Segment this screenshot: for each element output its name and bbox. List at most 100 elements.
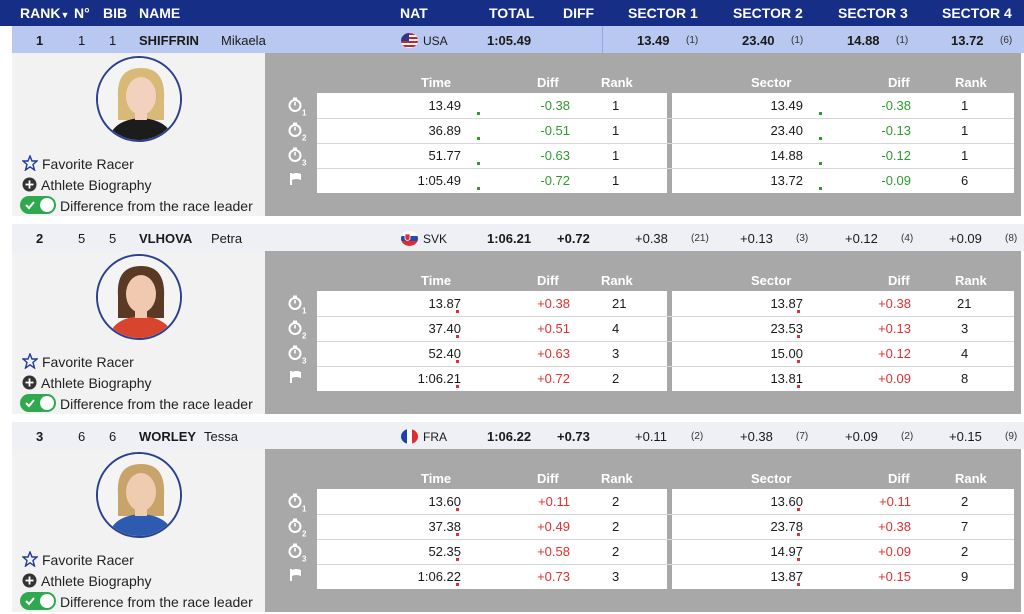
athlete-biography-link[interactable]: Athlete Biography	[22, 177, 152, 195]
check-icon	[25, 597, 35, 606]
racer-total: 1:06.22	[487, 429, 532, 444]
sector-time: 14.97	[770, 544, 803, 559]
sector-4-value: +0.15	[949, 429, 982, 444]
split-diff: +0.73	[537, 569, 570, 584]
timer-split3-icon: 3	[288, 147, 306, 168]
fra-flag-icon	[401, 429, 418, 444]
sector-1-rank: (21)	[691, 233, 709, 244]
racer-firstname: Mikaela	[221, 33, 266, 48]
timer-split3-icon: 3	[288, 345, 306, 366]
sector-time: 13.87	[770, 296, 803, 311]
th-sector-rank: Rank	[955, 273, 987, 288]
sort-down-icon: ▼	[60, 10, 70, 20]
th-sector-diff: Diff	[888, 75, 910, 90]
star-outline-icon	[21, 352, 39, 372]
racer-row[interactable]: 3 6 6 WORLEY Tessa FRA 1:06.22 +0.73 +0.11 (2) +0.…	[12, 422, 1024, 449]
difference-toggle-label: Difference from the race leader	[60, 198, 253, 214]
racer-avatar	[96, 452, 182, 538]
col-rank-sort[interactable]: RANK▼	[20, 5, 69, 21]
split-time: 52.40	[428, 346, 461, 361]
col-sector4[interactable]: SECTOR 4	[942, 5, 1012, 21]
row-separator	[317, 168, 1014, 169]
col-name[interactable]: NAME	[139, 5, 181, 21]
sector-time: 13.81	[770, 371, 803, 386]
split-time: 1:05.49	[417, 173, 461, 188]
racer-row[interactable]: 1 1 1 SHIFFRIN Mikaela USA 1:05.49 13.49 (1) 23.4…	[12, 26, 1024, 53]
th-sector-diff: Diff	[888, 471, 910, 486]
diff-indicator	[456, 335, 459, 338]
sector-2-value: 23.40	[742, 33, 775, 48]
split-rank: 3	[612, 569, 620, 584]
split-time: 37.40	[428, 321, 461, 336]
sector-diff-indicator	[819, 187, 822, 190]
split-diff: +0.49	[537, 519, 570, 534]
timer-split2-icon: 2	[288, 320, 306, 341]
split-time: 13.49	[428, 98, 461, 113]
split-times-panel: Time Diff Rank Sector Diff Rank 1 13.87 +0.38 21 1…	[265, 251, 1021, 414]
difference-toggle[interactable]	[20, 196, 56, 214]
athlete-biography-label: Athlete Biography	[41, 573, 152, 589]
row-separator	[317, 341, 1014, 342]
athlete-biography-link[interactable]: Athlete Biography	[22, 573, 152, 591]
difference-toggle-label: Difference from the race leader	[60, 396, 253, 412]
th-diff: Diff	[537, 75, 559, 90]
racer-firstname: Tessa	[204, 429, 238, 444]
racer-row[interactable]: 2 5 5 VLHOVA Petra SVK 1:06.21 +0.72 +0.38 (21) +0…	[12, 224, 1024, 251]
racer-info-panel: Favorite Racer Athlete Biography Differen…	[12, 251, 265, 414]
split-rank: 4	[612, 321, 620, 336]
col-sector2[interactable]: SECTOR 2	[733, 5, 803, 21]
favorite-racer-link[interactable]: Favorite Racer	[21, 154, 134, 174]
racer-no: 6	[78, 429, 86, 444]
split-diff: +0.58	[537, 544, 570, 559]
usa-flag-icon	[401, 33, 418, 48]
th-sector-diff: Diff	[888, 273, 910, 288]
favorite-racer-link[interactable]: Favorite Racer	[21, 352, 134, 372]
check-icon	[25, 399, 35, 408]
athlete-biography-label: Athlete Biography	[41, 375, 152, 391]
favorite-racer-link[interactable]: Favorite Racer	[21, 550, 134, 570]
sector-1-value: 13.49	[637, 33, 670, 48]
split-diff: +0.51	[537, 321, 570, 336]
athlete-biography-link[interactable]: Athlete Biography	[22, 375, 152, 393]
diff-indicator	[456, 508, 459, 511]
athlete-biography-label: Athlete Biography	[41, 177, 152, 193]
col-total[interactable]: TOTAL	[489, 5, 535, 21]
split-times-panel: Time Diff Rank Sector Diff Rank 1 13.49 -0.38 1 13…	[265, 53, 1021, 216]
col-no[interactable]: N°	[74, 5, 90, 21]
sector-3-rank: (4)	[901, 233, 914, 244]
favorite-racer-label: Favorite Racer	[42, 354, 134, 370]
check-icon	[25, 201, 35, 210]
racer-avatar	[96, 254, 182, 340]
col-bib[interactable]: BIB	[103, 5, 128, 21]
sector-time: 13.60	[770, 494, 803, 509]
th-rank: Rank	[601, 75, 633, 90]
col-nat[interactable]: NAT	[400, 5, 428, 21]
racer-diff: +0.73	[557, 429, 590, 444]
difference-toggle[interactable]	[20, 394, 56, 412]
split-rank: 1	[612, 123, 620, 138]
sector-3-rank: (2)	[901, 431, 914, 442]
split-rank: 1	[612, 148, 620, 163]
sector-diff: +0.09	[878, 371, 911, 386]
timer-split1-icon: 1	[288, 295, 306, 316]
col-diff[interactable]: DIFF	[563, 5, 595, 21]
col-sector1[interactable]: SECTOR 1	[628, 5, 698, 21]
split-time: 1:06.22	[417, 569, 461, 584]
timer-split1-icon: 1	[288, 493, 306, 514]
sector-rank: 7	[961, 519, 969, 534]
split-rank: 2	[612, 519, 620, 534]
results-header: RANK▼ N° BIB NAME NAT TOTAL DIFF SECTOR …	[0, 0, 1024, 26]
difference-toggle-label: Difference from the race leader	[60, 594, 253, 610]
sector-1-rank: (2)	[691, 431, 704, 442]
sector-rank: 1	[961, 123, 969, 138]
split-diff: +0.11	[538, 494, 570, 509]
th-sector: Sector	[751, 75, 792, 90]
racer-surname: VLHOVA	[139, 231, 193, 246]
racer-total: 1:05.49	[487, 33, 532, 48]
difference-toggle[interactable]	[20, 592, 56, 610]
sector-2-rank: (3)	[796, 233, 809, 244]
diff-indicator	[477, 187, 480, 190]
col-sector3[interactable]: SECTOR 3	[838, 5, 908, 21]
sector-time: 23.53	[770, 321, 803, 336]
split-diff: +0.72	[537, 371, 570, 386]
